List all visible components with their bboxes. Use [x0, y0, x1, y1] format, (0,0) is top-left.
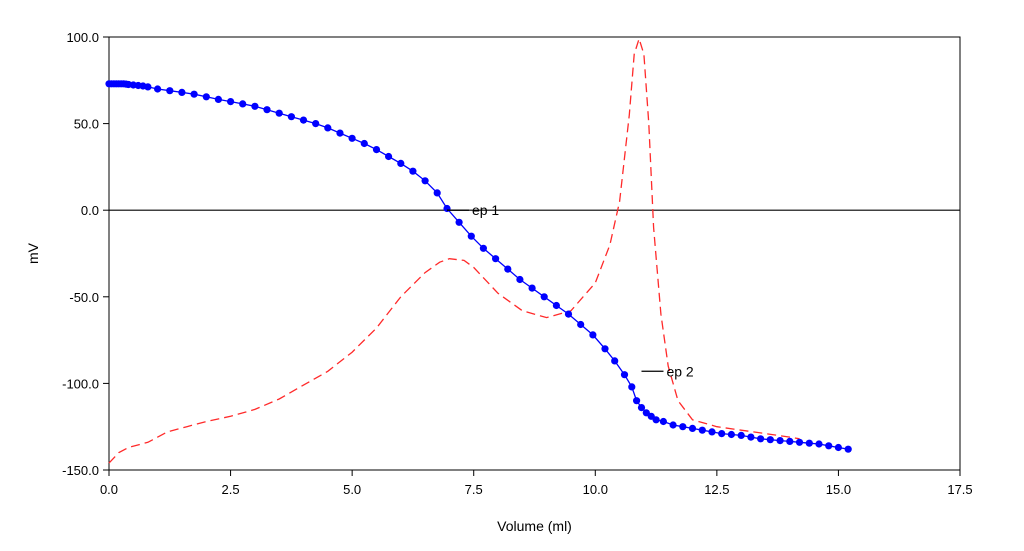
- axes-layer: [103, 36, 961, 476]
- y-tick-label: 100.0: [66, 30, 99, 45]
- derivative-curve: [108, 36, 800, 464]
- titration-point: [421, 177, 429, 185]
- titration-point: [679, 423, 687, 431]
- titration-point: [397, 159, 405, 167]
- titration-point: [227, 98, 235, 106]
- titration-point: [154, 85, 162, 93]
- titration-point: [620, 371, 629, 379]
- y-tick-label: 50.0: [74, 117, 99, 132]
- titration-point: [409, 167, 417, 175]
- titration-point: [589, 331, 597, 339]
- x-tick-label: 12.5: [704, 482, 729, 497]
- titration-point: [251, 102, 259, 110]
- x-axis-label: Volume (ml): [497, 518, 572, 534]
- titration-point: [552, 301, 561, 310]
- titration-point: [564, 310, 573, 318]
- x-tick-label: 15.0: [826, 482, 851, 497]
- titration-point: [360, 139, 368, 148]
- y-tick-label: 0.0: [81, 203, 99, 218]
- titration-point: [492, 255, 500, 263]
- titration-point: [239, 100, 247, 108]
- x-tick-label: 2.5: [222, 482, 240, 497]
- y-tick-label: -150.0: [62, 463, 99, 478]
- labels-layer: 0.0 2.5 5.0 7.5 10.0 12.5 15.0 17.5 100.0 50.0 0.0…: [62, 30, 973, 497]
- titration-curve: [109, 83, 849, 450]
- x-tick-label: 7.5: [465, 482, 483, 497]
- y-tick-label: -100.0: [62, 376, 99, 391]
- endpoint-label: ep 1: [472, 202, 499, 218]
- titration-point: [844, 445, 852, 453]
- titration-point: [528, 284, 536, 292]
- titration-point: [348, 134, 356, 142]
- titration-point: [652, 416, 660, 424]
- titration-point: [737, 431, 745, 439]
- titration-point: [479, 244, 487, 252]
- titration-point: [805, 439, 813, 447]
- titration-point: [834, 443, 843, 452]
- titration-point: [628, 383, 636, 391]
- titration-point: [202, 93, 210, 101]
- titration-point: [669, 421, 677, 429]
- titration-point: [795, 438, 804, 446]
- titration-point: [467, 232, 475, 240]
- titration-point: [688, 424, 697, 432]
- titration-point: [540, 293, 548, 301]
- titration-point: [433, 189, 441, 197]
- titration-point: [757, 435, 765, 443]
- titration-point: [727, 430, 736, 439]
- titration-point: [766, 436, 774, 444]
- plot-layer: [105, 36, 852, 464]
- titration-point: [577, 320, 585, 329]
- titration-point: [385, 152, 393, 161]
- titration-point: [708, 428, 716, 436]
- titration-point: [287, 113, 295, 121]
- x-tick-label: 5.0: [343, 482, 361, 497]
- titration-point: [312, 120, 320, 128]
- titration-point: [336, 129, 344, 137]
- titration-point: [776, 437, 784, 445]
- titration-point: [299, 116, 308, 124]
- titration-point: [601, 345, 609, 353]
- titration-point: [747, 433, 755, 441]
- titration-point: [372, 146, 381, 154]
- titration-point: [214, 95, 222, 103]
- titration-point: [144, 83, 152, 91]
- titration-point: [786, 437, 794, 445]
- titration-point: [718, 430, 726, 438]
- y-axis-label: mV: [25, 242, 41, 264]
- titration-point: [324, 124, 332, 132]
- titration-point: [190, 90, 198, 98]
- titration-point: [611, 357, 619, 365]
- plot-frame: [108, 36, 961, 471]
- titration-point: [443, 204, 451, 213]
- titration-point: [516, 275, 524, 284]
- titration-point: [825, 442, 833, 450]
- titration-point: [166, 87, 174, 95]
- titration-point: [698, 426, 706, 434]
- x-tick-label: 0.0: [100, 482, 118, 497]
- x-tick-label: 17.5: [947, 482, 972, 497]
- titration-point: [455, 218, 463, 226]
- titration-point: [178, 88, 186, 96]
- titration-point: [633, 397, 641, 405]
- titration-point: [263, 106, 271, 114]
- titration-point: [815, 440, 823, 448]
- titration-point: [637, 404, 646, 412]
- titration-point: [504, 265, 512, 273]
- titration-point: [275, 109, 283, 117]
- x-tick-label: 10.0: [583, 482, 608, 497]
- y-tick-label: -50.0: [69, 290, 99, 305]
- endpoint-label: ep 2: [666, 363, 693, 379]
- titration-point: [659, 417, 668, 426]
